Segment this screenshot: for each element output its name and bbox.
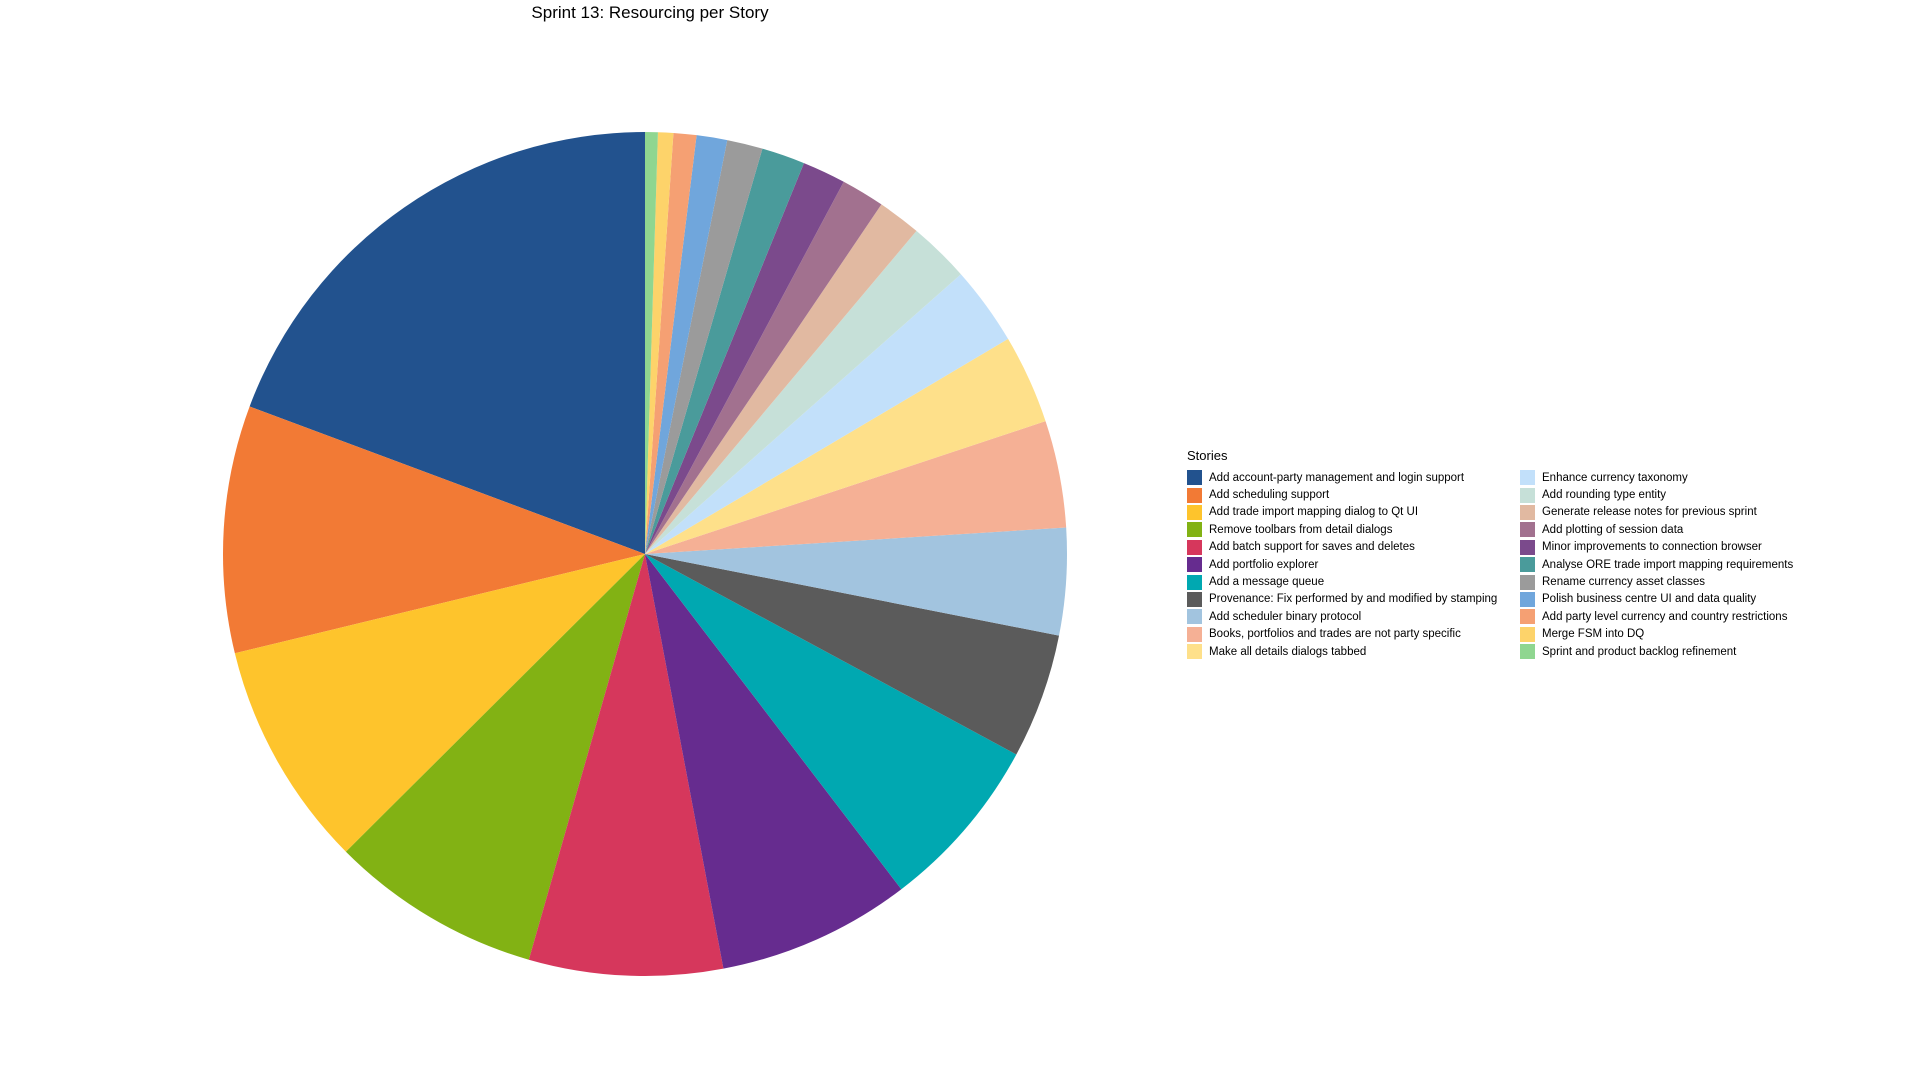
legend-label: Add portfolio explorer: [1209, 558, 1319, 571]
pie-slice: [645, 132, 674, 554]
legend-swatch: [1520, 591, 1535, 607]
legend-label: Minor improvements to connection browser: [1542, 541, 1762, 554]
pie-slice: [234, 554, 645, 852]
legend-label: Books, portfolios and trades are not par…: [1209, 628, 1461, 641]
legend-item: Make all details dialogs tabbed: [1187, 643, 1520, 660]
pie-slice: [645, 554, 1017, 890]
legend-swatch: [1520, 487, 1535, 503]
legend-label: Enhance currency taxonomy: [1542, 471, 1688, 484]
legend-title: Stories: [1187, 448, 1228, 463]
legend-item: Polish business centre UI and data quali…: [1520, 591, 1840, 608]
legend-label: Analyse ORE trade import mapping require…: [1542, 558, 1794, 571]
legend-label: Add scheduling support: [1209, 489, 1330, 502]
legend-swatch: [1187, 574, 1202, 590]
legend-label: Add a message queue: [1209, 576, 1325, 589]
legend-swatch: [1187, 522, 1202, 538]
pie-slice: [223, 406, 645, 654]
legend-item: Add plotting of session data: [1520, 521, 1840, 538]
legend-item: Add scheduler binary protocol: [1187, 608, 1520, 625]
legend-swatch: [1187, 609, 1202, 625]
legend-item: Rename currency asset classes: [1520, 573, 1840, 590]
legend-swatch: [1520, 539, 1535, 555]
pie-slice: [249, 132, 645, 554]
legend-swatch: [1520, 504, 1535, 520]
legend-label: Add rounding type entity: [1542, 489, 1667, 502]
legend-item: Enhance currency taxonomy: [1520, 469, 1840, 486]
legend-item: Generate release notes for previous spri…: [1520, 504, 1840, 521]
legend-item: Add portfolio explorer: [1187, 556, 1520, 573]
legend-swatch: [1187, 644, 1202, 660]
legend-label: Add trade import mapping dialog to Qt UI: [1209, 506, 1419, 519]
legend-swatch: [1520, 557, 1535, 573]
pie-chart: [223, 132, 1068, 977]
legend-label: Sprint and product backlog refinement: [1542, 645, 1737, 658]
legend-label: Add account-party management and login s…: [1209, 471, 1465, 484]
legend-swatch: [1520, 626, 1535, 642]
pie-slice: [645, 527, 1068, 636]
pie-slice: [645, 421, 1067, 554]
legend-item: Add rounding type entity: [1520, 486, 1840, 503]
legend-swatch: [1187, 557, 1202, 573]
pie-slice: [645, 554, 1060, 755]
legend-swatch: [1187, 470, 1202, 486]
pie-slice: [645, 140, 763, 554]
pie-slice: [645, 204, 917, 554]
legend-item: Analyse ORE trade import mapping require…: [1520, 556, 1840, 573]
legend-item: Books, portfolios and trades are not par…: [1187, 626, 1520, 643]
legend-item: Provenance: Fix performed by and modifie…: [1187, 591, 1520, 608]
legend-label: Make all details dialogs tabbed: [1209, 645, 1367, 658]
legend-swatch: [1520, 644, 1535, 660]
legend-swatch: [1520, 574, 1535, 590]
legend-swatch: [1187, 539, 1202, 555]
pie-slice: [645, 554, 902, 969]
pie-slice: [645, 181, 882, 555]
legend-item: Sprint and product backlog refinement: [1520, 643, 1840, 660]
pie-slice: [645, 148, 804, 555]
legend-label: Add batch support for saves and deletes: [1209, 541, 1415, 554]
legend-item: Add scheduling support: [1187, 486, 1520, 503]
pie-slice: [645, 338, 1046, 554]
legend-item: Add account-party management and login s…: [1187, 469, 1520, 486]
legend-label: Merge FSM into DQ: [1542, 628, 1645, 641]
legend-swatch: [1520, 522, 1535, 538]
legend-label: Remove toolbars from detail dialogs: [1209, 523, 1393, 536]
pie-slice: [645, 132, 658, 554]
legend-column-right: Enhance currency taxonomy Add rounding ty…: [1520, 469, 1840, 660]
legend-item: Add trade import mapping dialog to Qt UI: [1187, 504, 1520, 521]
pie-slice: [645, 132, 697, 554]
legend-label: Add party level currency and country res…: [1542, 610, 1788, 623]
legend-item: Remove toolbars from detail dialogs: [1187, 521, 1520, 538]
pie-slice: [345, 554, 645, 960]
pie-slice: [645, 274, 1009, 554]
legend-label: Provenance: Fix performed by and modifie…: [1209, 593, 1498, 606]
legend-item: Add party level currency and country res…: [1520, 608, 1840, 625]
legend-columns: Add account-party management and login s…: [1187, 469, 1840, 660]
legend-label: Generate release notes for previous spri…: [1542, 506, 1757, 519]
legend-label: Polish business centre UI and data quali…: [1542, 593, 1757, 606]
pie-slice: [645, 230, 961, 554]
legend-item: Add a message queue: [1187, 573, 1520, 590]
legend-swatch: [1187, 487, 1202, 503]
legend-label: Add plotting of session data: [1542, 523, 1684, 536]
legend-item: Merge FSM into DQ: [1520, 626, 1840, 643]
legend-label: Add scheduler binary protocol: [1209, 610, 1362, 623]
legend-swatch: [1187, 504, 1202, 520]
pie-slice: [645, 135, 728, 555]
legend-column-left: Add account-party management and login s…: [1187, 469, 1520, 660]
pie-slice: [645, 163, 844, 554]
pie-slice: [528, 554, 724, 977]
legend: Stories Add account-party management and…: [1187, 448, 1840, 660]
legend-swatch: [1520, 470, 1535, 486]
legend-swatch: [1520, 609, 1535, 625]
chart-title: Sprint 13: Resourcing per Story: [531, 3, 769, 22]
legend-item: Minor improvements to connection browser: [1520, 539, 1840, 556]
legend-item: Add batch support for saves and deletes: [1187, 539, 1520, 556]
legend-label: Rename currency asset classes: [1542, 576, 1705, 589]
legend-swatch: [1187, 591, 1202, 607]
legend-swatch: [1187, 626, 1202, 642]
